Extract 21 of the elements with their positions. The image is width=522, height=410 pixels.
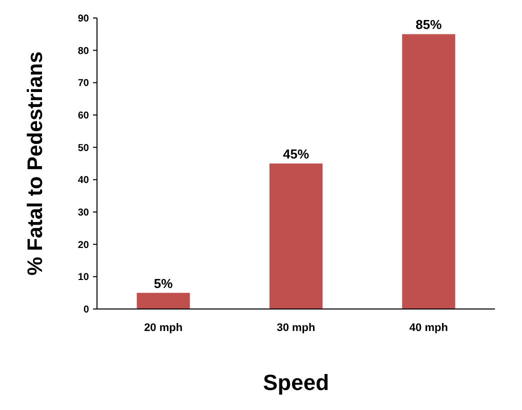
data-label: 5% (154, 276, 174, 291)
y-tick-label: 20 (78, 240, 90, 251)
y-tick-label: 0 (83, 304, 90, 316)
x-tick-label: 20 mph (144, 322, 183, 334)
y-tick-label: 70 (78, 78, 90, 90)
y-tick-label: 90 (78, 14, 90, 24)
y-axis-title: % Fatal to Pedestrians (24, 51, 47, 276)
y-tick-label: 80 (78, 46, 90, 57)
x-tick-label: 40 mph (409, 322, 448, 334)
y-tick-label: 40 (78, 175, 90, 186)
data-label: 85% (416, 17, 442, 32)
data-label: 45% (282, 146, 310, 162)
y-tick-label: 30 (78, 208, 90, 218)
bar (269, 164, 323, 309)
bar (136, 292, 190, 309)
y-tick-label: 10 (78, 272, 90, 284)
bar (402, 34, 456, 309)
y-tick-label: 50 (78, 142, 90, 154)
x-axis-title: Speed (262, 370, 330, 395)
x-tick-label: 30 mph (276, 322, 316, 334)
y-tick-label: 60 (78, 110, 90, 122)
